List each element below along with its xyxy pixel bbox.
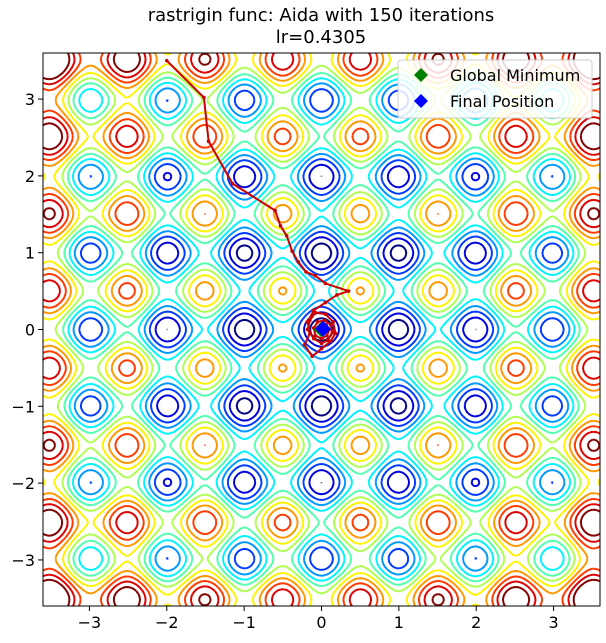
path-point xyxy=(202,95,206,100)
path-point xyxy=(284,233,289,238)
path-point xyxy=(319,336,324,341)
legend-box xyxy=(397,59,593,119)
path-point xyxy=(304,270,308,274)
path-point xyxy=(346,289,351,293)
contour-level-2 xyxy=(78,88,565,571)
x-tick-label: 3 xyxy=(548,613,558,632)
y-axis: −3 −2 −1 0 1 2 3 xyxy=(11,90,43,570)
path-point xyxy=(325,338,330,343)
path-point xyxy=(313,273,318,278)
path-point xyxy=(278,224,283,228)
path-point xyxy=(331,320,335,324)
path-point xyxy=(328,339,333,343)
path-point xyxy=(313,310,318,315)
path-point xyxy=(310,354,315,359)
path-point xyxy=(330,330,335,335)
contour-level-4 xyxy=(67,77,576,582)
path-point xyxy=(308,331,312,336)
x-tick-label: 1 xyxy=(394,613,404,632)
x-tick-label: −1 xyxy=(232,613,256,632)
x-tick-label: −3 xyxy=(78,613,102,632)
contour-level-5 xyxy=(62,72,581,587)
path-point xyxy=(323,281,328,286)
y-tick-label: 0 xyxy=(25,321,35,340)
path-point xyxy=(313,333,318,338)
y-tick-label: 2 xyxy=(25,167,35,186)
legend-global-minimum-label: Global Minimum xyxy=(450,66,580,85)
path-point xyxy=(323,312,328,316)
path-point xyxy=(335,293,339,297)
path-point xyxy=(328,323,333,327)
x-tick-label: 0 xyxy=(316,613,326,632)
path-point xyxy=(319,341,324,346)
path-point xyxy=(296,260,301,264)
path-point xyxy=(308,318,312,323)
path-point xyxy=(323,300,328,305)
path-point xyxy=(315,320,320,324)
y-tick-label: 1 xyxy=(25,244,35,263)
path-point xyxy=(319,346,324,351)
path-point xyxy=(311,336,316,341)
contour-level-9 xyxy=(43,53,600,606)
y-tick-label: −2 xyxy=(11,474,35,493)
y-tick-label: 3 xyxy=(25,90,35,109)
chart-subtitle: lr=0.4305 xyxy=(276,27,366,48)
path-point xyxy=(325,333,329,338)
path-point xyxy=(290,249,294,253)
path-point xyxy=(273,208,277,213)
path-point xyxy=(333,331,338,336)
path-point xyxy=(230,181,235,186)
contour-level-3 xyxy=(72,82,571,577)
y-tick-label: −3 xyxy=(11,551,35,570)
path-point xyxy=(302,343,307,347)
y-tick-label: −1 xyxy=(11,397,35,416)
legend-final-position-marker xyxy=(414,94,428,108)
legend: Global Minimum Final Position xyxy=(397,59,593,119)
contour-level-8 xyxy=(43,53,600,606)
final-position-marker xyxy=(315,320,332,337)
x-tick-label: 2 xyxy=(471,613,481,632)
legend-global-minimum-marker xyxy=(414,68,428,82)
marker-layer xyxy=(313,320,332,338)
chart-title: rastrigin func: Aida with 150 iterations xyxy=(148,5,495,26)
path-point xyxy=(206,139,211,144)
x-tick-label: −2 xyxy=(155,613,179,632)
path-point xyxy=(164,58,169,63)
legend-final-position-label: Final Position xyxy=(450,92,554,111)
path-point xyxy=(305,327,310,332)
x-axis: −3 −2 −1 0 1 2 3 xyxy=(78,606,559,632)
path-point xyxy=(322,318,327,323)
